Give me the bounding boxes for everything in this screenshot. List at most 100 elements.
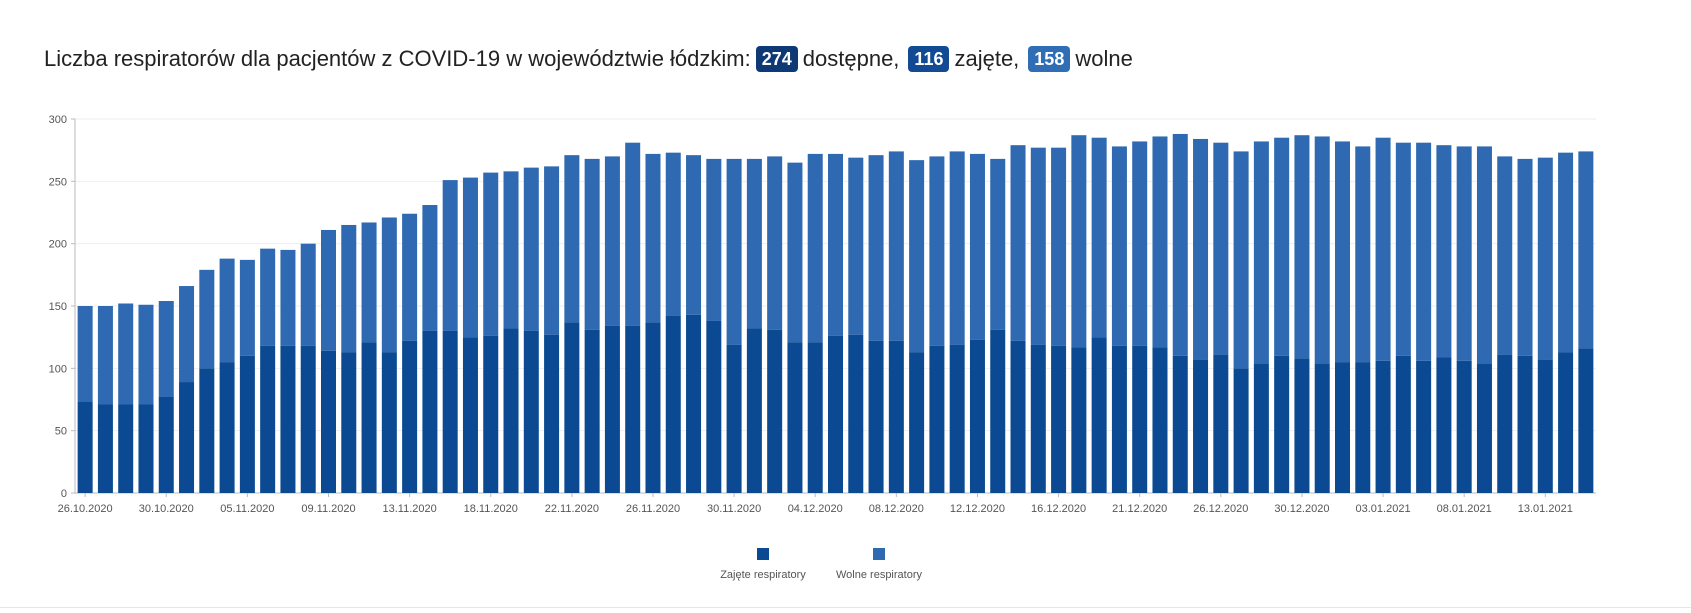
bar-occupied — [280, 345, 296, 493]
bar-free — [523, 167, 539, 331]
bar-occupied — [239, 355, 255, 493]
x-tick-label: 03.01.2021 — [1356, 503, 1411, 515]
bar-free — [422, 205, 438, 331]
bar-occupied — [807, 342, 823, 493]
x-tick-label: 08.01.2021 — [1437, 503, 1492, 515]
bar-occupied — [1537, 359, 1553, 493]
bar-occupied — [1010, 340, 1026, 493]
bar-occupied — [1314, 363, 1330, 493]
bar-occupied — [1578, 348, 1594, 493]
bar-occupied — [1497, 354, 1513, 493]
bar-free — [767, 156, 783, 330]
bar-occupied — [442, 330, 458, 493]
bar-free — [341, 224, 357, 353]
bar-occupied — [523, 330, 539, 493]
bar-free — [1578, 151, 1594, 349]
bar-occupied — [1193, 359, 1209, 493]
bar-free — [787, 162, 803, 343]
bar-occupied — [1132, 345, 1148, 493]
bar-free — [1071, 135, 1087, 348]
bar-free — [706, 158, 722, 321]
y-tick-label: 50 — [55, 426, 67, 438]
bar-occupied — [1172, 355, 1188, 493]
bar-free — [665, 152, 681, 316]
bar-occupied — [158, 397, 174, 493]
bar-occupied — [341, 352, 357, 493]
bar-occupied — [422, 330, 438, 493]
bar-occupied — [746, 328, 762, 493]
y-tick-label: 100 — [49, 363, 67, 375]
bar-free — [1436, 145, 1452, 358]
bar-occupied — [706, 320, 722, 493]
bar-free — [1294, 135, 1310, 359]
bar-occupied — [1152, 347, 1168, 493]
bar-free — [544, 166, 560, 335]
bar-free — [1213, 142, 1229, 355]
bar-occupied — [1030, 344, 1046, 493]
bar-occupied — [1294, 358, 1310, 493]
x-tick-label: 26.11.2020 — [626, 503, 680, 515]
title-prefix: Liczba respiratorów dla pacjentów z COVI… — [44, 46, 751, 71]
bar-free — [868, 155, 884, 341]
bar-free — [645, 153, 661, 323]
bar-free — [1111, 146, 1127, 346]
bar-free — [1233, 151, 1249, 369]
y-tick-label: 200 — [49, 239, 67, 251]
bar-free — [1030, 147, 1046, 345]
bar-free — [361, 222, 377, 343]
bar-free — [320, 229, 337, 351]
bar-free — [199, 269, 215, 369]
x-tick-label: 22.11.2020 — [545, 503, 599, 515]
bar-occupied — [1375, 360, 1391, 493]
free-label: wolne — [1075, 46, 1133, 71]
occupied-badge: 116 — [908, 46, 950, 72]
bar-free — [138, 304, 154, 405]
bar-occupied — [1213, 354, 1229, 493]
bar-occupied — [483, 335, 499, 493]
bar-occupied — [462, 337, 478, 493]
bar-free — [848, 157, 864, 335]
bar-free — [118, 303, 134, 405]
y-tick-label: 0 — [61, 488, 67, 500]
bar-free — [1010, 145, 1026, 341]
bar-occupied — [584, 329, 600, 493]
bar-occupied — [199, 368, 215, 493]
bar-free — [726, 158, 742, 345]
bar-occupied — [381, 352, 397, 493]
x-tick-label: 21.12.2020 — [1112, 503, 1167, 515]
bar-free — [1395, 142, 1411, 356]
bar-free — [402, 213, 418, 341]
bar-free — [483, 172, 499, 336]
bar-free — [239, 259, 255, 356]
bar-free — [949, 151, 965, 345]
x-tick-label: 18.11.2020 — [464, 503, 518, 515]
x-tick-label: 13.11.2020 — [382, 503, 436, 515]
bar-free — [686, 155, 702, 315]
bar-free — [1355, 146, 1371, 363]
bottom-divider — [0, 607, 1691, 608]
bar-occupied — [787, 342, 803, 493]
x-tick-label: 13.01.2021 — [1518, 503, 1573, 515]
bar-free — [1517, 158, 1533, 356]
x-tick-label: 30.10.2020 — [139, 503, 194, 515]
bar-free — [564, 155, 580, 323]
bar-occupied — [1355, 362, 1371, 493]
bar-occupied — [77, 401, 93, 493]
bar-occupied — [138, 404, 154, 493]
bar-occupied — [767, 329, 783, 493]
x-tick-label: 04.12.2020 — [788, 503, 843, 515]
x-tick-label: 12.12.2020 — [950, 503, 1005, 515]
bar-occupied — [1051, 345, 1067, 493]
bar-free — [1416, 142, 1432, 361]
y-tick-label: 250 — [49, 176, 67, 188]
bar-free — [260, 248, 276, 346]
bar-free — [381, 217, 397, 353]
bar-occupied — [888, 340, 904, 493]
x-tick-label: 30.12.2020 — [1274, 503, 1329, 515]
bar-free — [1274, 137, 1290, 356]
bar-occupied — [219, 362, 235, 493]
bar-free — [1537, 157, 1553, 360]
x-tick-label: 26.10.2020 — [58, 503, 113, 515]
x-tick-label: 05.11.2020 — [220, 503, 274, 515]
bar-free — [1193, 138, 1209, 360]
